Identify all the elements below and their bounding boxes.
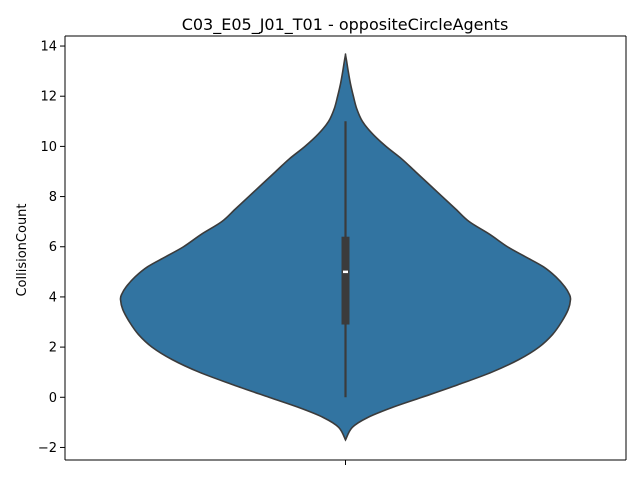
y-tick-label: 4: [49, 290, 57, 305]
y-tick-label: 10: [40, 140, 57, 155]
y-tick-label: 14: [40, 40, 57, 55]
box-median-marker: [343, 270, 348, 274]
y-axis-label: CollisionCount: [15, 203, 30, 296]
plot-area: [119, 53, 572, 442]
y-tick-label: 12: [40, 90, 57, 105]
chart-title: C03_E05_J01_T01 - oppositeCircleAgents: [182, 15, 509, 35]
y-tick-label: 8: [49, 190, 57, 205]
y-axis: −2 0 2 4 6 8 10 12 14: [38, 36, 627, 460]
y-tick-label: 0: [49, 391, 57, 406]
y-tick-label: 6: [49, 240, 57, 255]
y-tick-label: −2: [38, 441, 57, 456]
box-iqr: [341, 236, 350, 325]
y-tick-label: 2: [49, 341, 57, 356]
x-axis: [65, 35, 626, 465]
